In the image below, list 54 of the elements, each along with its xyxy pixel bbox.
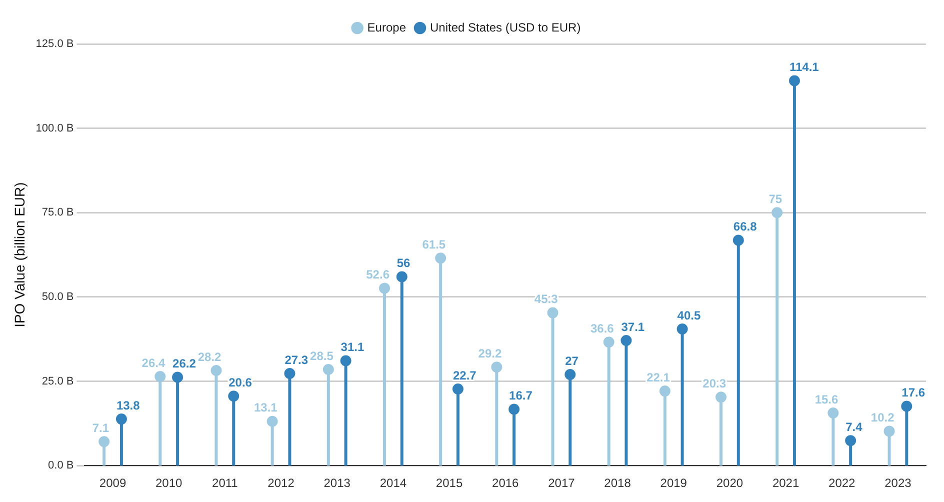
y-tick-label: 0.0 B — [48, 460, 74, 472]
y-tick-label: 50.0 B — [42, 290, 74, 303]
data-label: 37.1 — [621, 320, 645, 334]
x-tick-label: 2022 — [828, 476, 856, 490]
data-label: 52.6 — [366, 268, 390, 282]
data-label: 7.4 — [846, 420, 863, 434]
data-label: 13.1 — [254, 400, 278, 415]
data-label: 20.3 — [702, 376, 726, 390]
data-label: 27.3 — [284, 352, 308, 367]
data-label: 22.1 — [646, 370, 670, 384]
data-label: 27 — [565, 354, 579, 368]
data-label: 40.5 — [677, 308, 701, 322]
data-label: 16.7 — [509, 388, 533, 403]
data-label: 66.8 — [733, 220, 758, 234]
x-tick-label: 2021 — [772, 476, 800, 490]
y-tick-label: 25.0 B — [42, 375, 74, 388]
x-tick-label: 2014 — [380, 476, 407, 490]
data-label: 7.1 — [92, 420, 110, 435]
x-tick-label: 2017 — [548, 476, 576, 490]
data-label: 13.8 — [116, 398, 140, 412]
data-label: 114.1 — [789, 60, 820, 74]
x-tick-label: 2018 — [604, 476, 632, 490]
x-tick-label: 2023 — [884, 476, 912, 490]
data-label: 10.2 — [870, 410, 895, 425]
x-tick-label: 2016 — [492, 476, 520, 490]
data-label: 61.5 — [422, 237, 446, 252]
data-label: 29.2 — [478, 346, 502, 360]
y-axis-title: IPO Value (billion EUR) — [11, 182, 28, 328]
x-tick-label: 2020 — [716, 476, 744, 490]
data-label: 31.1 — [340, 340, 364, 354]
x-tick-label: 2010 — [155, 476, 183, 490]
data-label: 36.6 — [590, 321, 614, 336]
x-tick-label: 2015 — [436, 476, 463, 490]
y-tick-label: 100.0 B — [36, 122, 74, 134]
x-tick-label: 2012 — [268, 476, 295, 490]
data-label: 45.3 — [534, 292, 558, 306]
x-tick-label: 2009 — [99, 476, 126, 490]
legend-label: Europe — [367, 20, 406, 34]
x-tick-label: 2011 — [212, 476, 238, 490]
data-label: 26.2 — [172, 356, 196, 371]
y-tick-label: 75.0 B — [42, 206, 74, 219]
data-label: 28.5 — [310, 348, 334, 363]
data-label: 20.6 — [228, 375, 252, 390]
data-label: 17.6 — [902, 386, 926, 400]
data-label: 26.4 — [142, 356, 166, 370]
y-tick-label: 125.0 B — [36, 38, 74, 50]
data-label: 56 — [396, 256, 411, 270]
data-label: 28.2 — [198, 350, 222, 364]
data-label: 15.6 — [814, 392, 838, 406]
x-tick-label: 2013 — [324, 476, 351, 490]
x-tick-label: 2019 — [660, 476, 688, 490]
data-label: 22.7 — [452, 368, 477, 382]
legend-label: United States (USD to EUR) — [430, 20, 581, 34]
data-label: 75 — [768, 192, 782, 206]
